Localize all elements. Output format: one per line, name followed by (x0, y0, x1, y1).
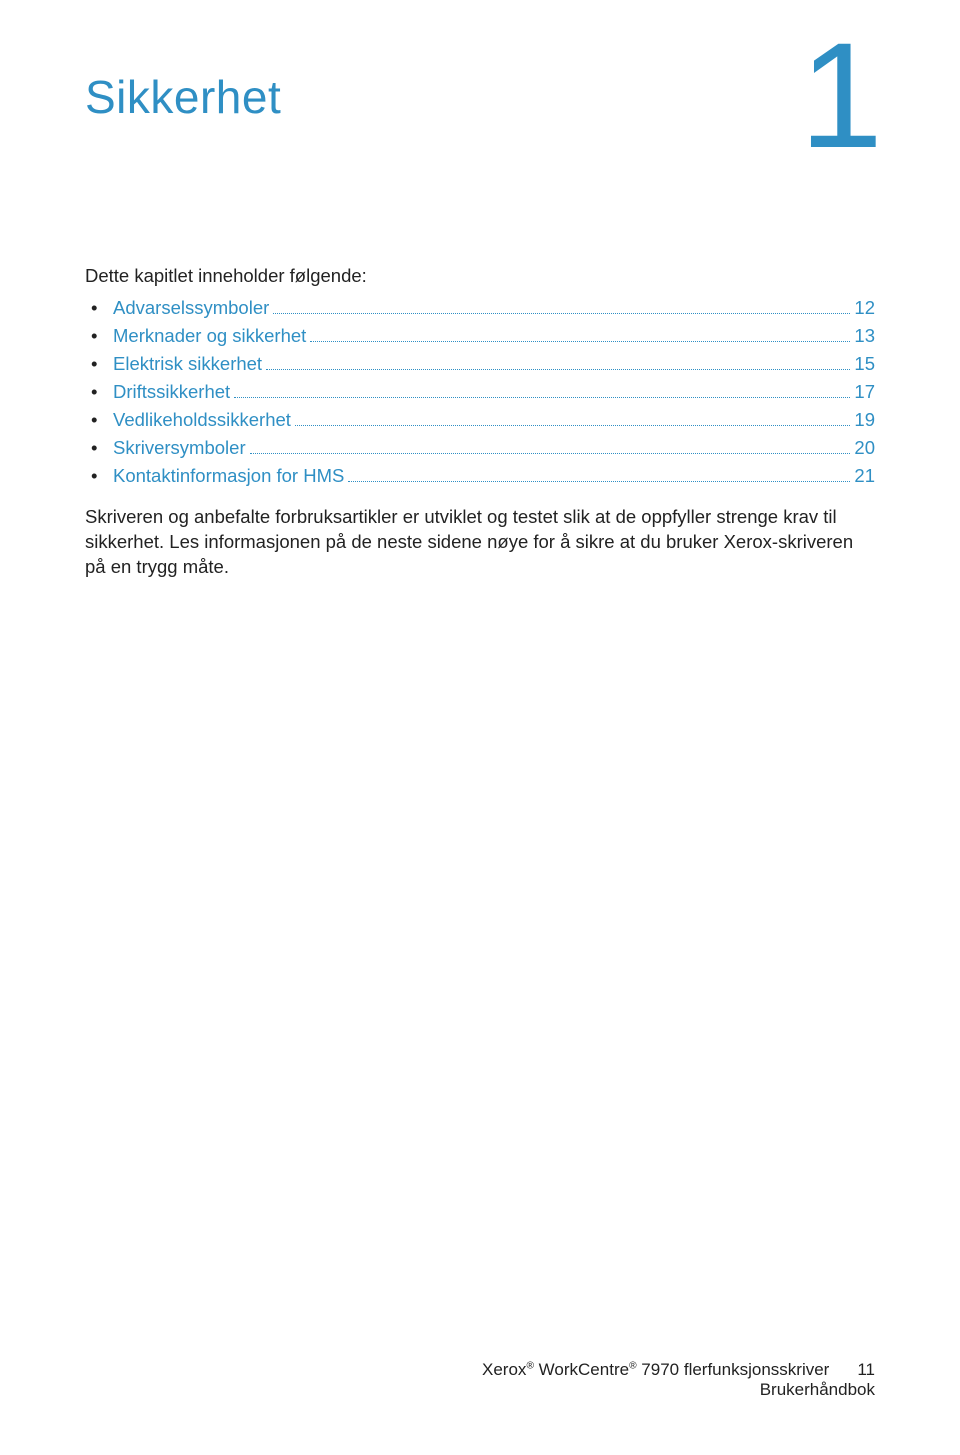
toc-leader (295, 425, 851, 426)
toc-label[interactable]: Kontaktinformasjon for HMS (113, 465, 344, 487)
toc-item: • Kontaktinformasjon for HMS 21 (85, 465, 875, 487)
toc-item: • Skriversymboler 20 (85, 437, 875, 459)
footer-brand-suffix: 7970 flerfunksjonsskriver (637, 1360, 830, 1379)
footer-page-number: 11 (857, 1360, 875, 1380)
chapter-heading-row: Sikkerhet 1 (85, 70, 875, 155)
toc-label[interactable]: Advarselssymboler (113, 297, 269, 319)
toc-page[interactable]: 13 (854, 325, 875, 347)
chapter-number: 1 (800, 35, 875, 155)
bullet-icon: • (85, 353, 113, 375)
registered-icon: ® (526, 1360, 534, 1371)
toc-leader (348, 481, 850, 482)
toc-page[interactable]: 17 (854, 381, 875, 403)
toc-item: • Advarselssymboler 12 (85, 297, 875, 319)
bullet-icon: • (85, 297, 113, 319)
toc-page[interactable]: 15 (854, 353, 875, 375)
toc-item: • Elektrisk sikkerhet 15 (85, 353, 875, 375)
footer-line1: Xerox® WorkCentre® 7970 flerfunksjonsskr… (482, 1360, 875, 1380)
bullet-icon: • (85, 437, 113, 459)
paragraph-text: Skriveren og anbefalte forbruksartikler … (85, 505, 875, 580)
toc-leader (250, 453, 851, 454)
toc-item: • Driftssikkerhet 17 (85, 381, 875, 403)
document-page: Sikkerhet 1 Dette kapitlet inneholder fø… (0, 0, 960, 1455)
registered-icon: ® (629, 1360, 637, 1371)
footer-brand-mid: WorkCentre (534, 1360, 629, 1379)
bullet-icon: • (85, 465, 113, 487)
toc-item: • Vedlikeholdssikkerhet 19 (85, 409, 875, 431)
toc-page[interactable]: 21 (854, 465, 875, 487)
bullet-icon: • (85, 325, 113, 347)
toc-page[interactable]: 19 (854, 409, 875, 431)
footer-brand-prefix: Xerox (482, 1360, 526, 1379)
chapter-title: Sikkerhet (85, 70, 281, 124)
footer-brand: Xerox® WorkCentre® 7970 flerfunksjonsskr… (482, 1360, 829, 1380)
bullet-icon: • (85, 409, 113, 431)
intro-text: Dette kapitlet inneholder følgende: (85, 265, 875, 287)
toc-list: • Advarselssymboler 12 • Merknader og si… (85, 297, 875, 487)
page-footer: Xerox® WorkCentre® 7970 flerfunksjonsskr… (482, 1360, 875, 1400)
toc-label[interactable]: Driftssikkerhet (113, 381, 230, 403)
footer-line2: Brukerhåndbok (482, 1380, 875, 1400)
toc-page[interactable]: 12 (854, 297, 875, 319)
toc-item: • Merknader og sikkerhet 13 (85, 325, 875, 347)
toc-label[interactable]: Merknader og sikkerhet (113, 325, 306, 347)
toc-label[interactable]: Skriversymboler (113, 437, 246, 459)
toc-page[interactable]: 20 (854, 437, 875, 459)
toc-label[interactable]: Elektrisk sikkerhet (113, 353, 262, 375)
toc-leader (266, 369, 850, 370)
toc-leader (234, 397, 850, 398)
bullet-icon: • (85, 381, 113, 403)
toc-leader (273, 313, 850, 314)
toc-label[interactable]: Vedlikeholdssikkerhet (113, 409, 291, 431)
toc-leader (310, 341, 850, 342)
